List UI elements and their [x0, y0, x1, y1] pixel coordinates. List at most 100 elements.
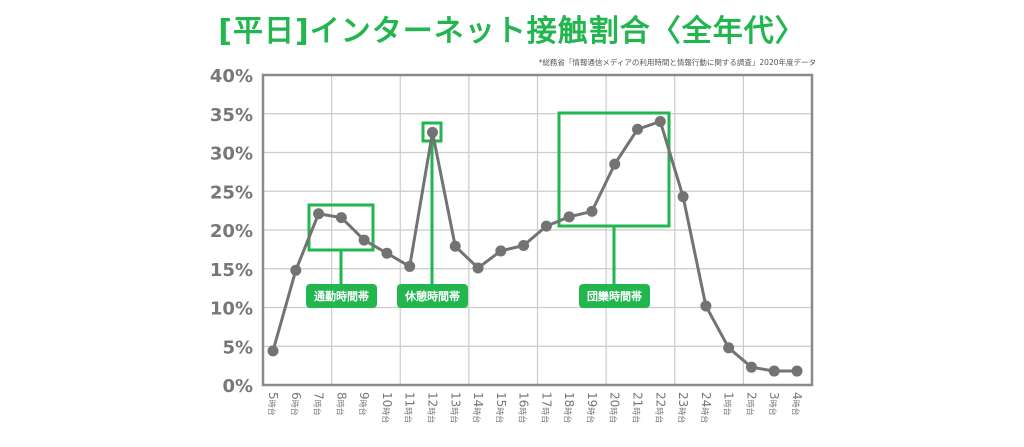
svg-text:20時台: 20時台: [608, 392, 622, 423]
svg-text:6時台: 6時台: [289, 392, 303, 416]
annotation-label: 団欒時間帯: [587, 289, 642, 303]
svg-text:4時台: 4時台: [790, 392, 804, 416]
annotation-通勤時間帯: 通勤時間帯: [306, 203, 377, 308]
plot-frame: [261, 73, 814, 387]
x-tick-label: 23時台: [676, 392, 690, 423]
data-point: [290, 264, 302, 276]
svg-text:13時台: 13時台: [448, 392, 462, 423]
data-point: [723, 342, 735, 354]
data-point: [632, 123, 644, 135]
x-tick-label: 18時台: [562, 392, 576, 423]
x-tick-label: 20時台: [608, 392, 622, 423]
data-point: [540, 220, 552, 232]
data-point: [563, 211, 575, 223]
annotation-badge: [579, 284, 650, 308]
y-tick-label: 25%: [210, 182, 253, 203]
svg-text:5時台: 5時台: [266, 392, 280, 416]
data-point: [335, 212, 347, 224]
svg-text:19時台: 19時台: [585, 392, 599, 423]
x-tick-label: 16時台: [517, 392, 531, 423]
x-tick-label: 10時台: [380, 392, 394, 423]
x-tick-label: 22時台: [653, 392, 667, 423]
x-tick-label: 24時台: [699, 392, 713, 423]
svg-text:15時台: 15時台: [494, 392, 508, 423]
data-point: [358, 234, 370, 246]
data-point: [381, 247, 393, 259]
y-tick-label: 20%: [210, 221, 253, 242]
data-point: [745, 361, 757, 373]
data-series: [267, 116, 803, 377]
y-tick-label: 0%: [222, 376, 253, 397]
data-point: [768, 365, 780, 377]
x-tick-label: 8時台: [334, 392, 348, 416]
x-tick-label: 15時台: [494, 392, 508, 423]
x-tick-label: 5時台: [266, 392, 280, 416]
data-point: [586, 205, 598, 217]
x-tick-label: 9時台: [357, 392, 371, 416]
x-tick-label: 1時台: [722, 392, 736, 416]
annotation-label: 通勤時間帯: [314, 289, 369, 303]
svg-text:11時台: 11時台: [403, 392, 417, 423]
svg-text:8時台: 8時台: [334, 392, 348, 416]
svg-text:21時台: 21時台: [631, 392, 645, 423]
svg-text:1時台: 1時台: [722, 392, 736, 416]
svg-text:12時台: 12時台: [425, 392, 439, 423]
data-point: [654, 116, 666, 127]
annotation-badge: [397, 284, 468, 308]
y-tick-label: 10%: [210, 299, 253, 320]
x-tick-label: 6時台: [289, 392, 303, 416]
svg-text:2時台: 2時台: [744, 392, 758, 416]
gridlines: [263, 74, 812, 386]
svg-text:24時台: 24時台: [699, 392, 713, 423]
x-tick-label: 11時台: [403, 392, 417, 423]
y-tick-label: 15%: [210, 260, 253, 281]
svg-text:9時台: 9時台: [357, 392, 371, 416]
svg-text:18時台: 18時台: [562, 392, 576, 423]
x-tick-label: 19時台: [585, 392, 599, 423]
y-tick-label: 35%: [210, 105, 253, 126]
x-tick-label: 4時台: [790, 392, 804, 416]
svg-text:23時台: 23時台: [676, 392, 690, 423]
data-point: [472, 262, 484, 274]
data-point: [609, 158, 621, 170]
x-tick-label: 12時台: [425, 392, 439, 423]
data-point: [518, 240, 530, 251]
x-tick-label: 21時台: [631, 392, 645, 423]
x-tick-label: 2時台: [744, 392, 758, 416]
annotation-badge: [306, 284, 377, 308]
svg-text:16時台: 16時台: [517, 392, 531, 423]
annotations: 通勤時間帯 休憩時間帯 団欒時間帯: [306, 111, 671, 308]
annotation-label: 休憩時間帯: [404, 289, 460, 303]
data-point: [426, 126, 438, 138]
x-tick-label: 7時台: [312, 392, 326, 416]
x-tick-label: 3時台: [767, 392, 781, 416]
x-tick-label: 17時台: [539, 392, 553, 423]
data-point: [267, 345, 279, 357]
chart-title: [平日]インターネット接触割合〈全年代〉: [218, 14, 806, 49]
x-tick-label: 13時台: [448, 392, 462, 423]
svg-text:7時台: 7時台: [312, 392, 326, 416]
svg-text:17時台: 17時台: [539, 392, 553, 423]
data-point: [313, 208, 325, 220]
data-point: [700, 300, 712, 312]
svg-text:10時台: 10時台: [380, 392, 394, 423]
y-tick-label: 40%: [210, 66, 253, 87]
svg-text:22時台: 22時台: [653, 392, 667, 423]
x-tick-label: 14時台: [471, 392, 485, 423]
y-axis: 0% 5% 10% 15% 20% 25% 30% 35% 40%: [210, 66, 253, 397]
data-point: [791, 365, 803, 377]
series-line: [271, 120, 797, 373]
y-tick-label: 5%: [222, 337, 253, 358]
svg-text:3時台: 3時台: [767, 392, 781, 416]
data-point: [404, 260, 416, 272]
y-tick-label: 30%: [210, 144, 253, 165]
data-point: [449, 240, 461, 252]
svg-text:14時台: 14時台: [471, 392, 485, 423]
annotation-団欒時間帯: 団欒時間帯: [557, 111, 671, 308]
source-note: *総務省「情報通信メディアの利用時間と情報行動に関する調査」2020年度データ: [538, 58, 816, 67]
x-axis: 5時台 6時台 7時台 8時台 9時台 10時台 11時台 12時台 13時台 14時台 15時台 1…: [266, 392, 804, 423]
data-point: [495, 245, 507, 257]
data-point: [677, 191, 689, 203]
annotation-休憩時間帯: 休憩時間帯: [397, 121, 468, 308]
